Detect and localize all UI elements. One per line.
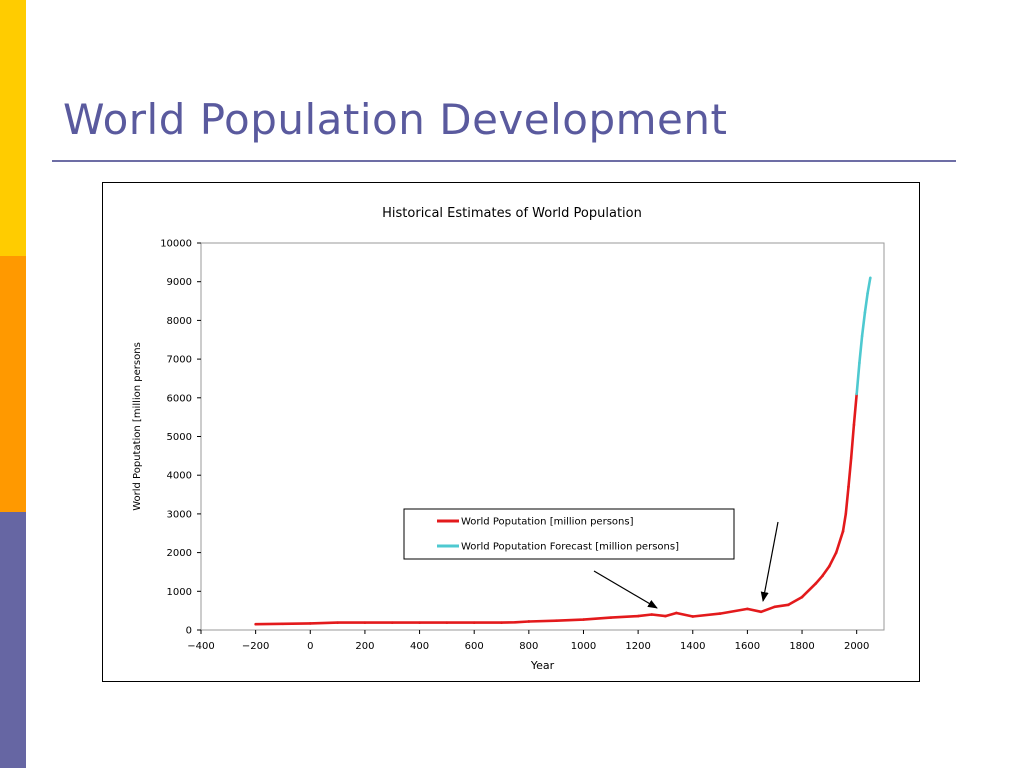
data-point <box>844 512 848 516</box>
data-point <box>773 605 777 609</box>
data-point <box>858 361 861 365</box>
data-point <box>869 276 872 280</box>
chart-frame: Historical Estimates of World Population… <box>102 182 920 682</box>
chart-title: Historical Estimates of World Population <box>382 206 642 221</box>
accent-bar-yellow <box>0 0 26 256</box>
y-tick-label: 7000 <box>167 355 192 366</box>
y-tick-label: 2000 <box>167 548 192 559</box>
data-point <box>787 603 790 607</box>
x-tick-label: 200 <box>355 641 374 652</box>
x-tick-label: −400 <box>187 641 214 652</box>
data-point <box>863 311 867 314</box>
x-tick-label: 0 <box>307 641 313 652</box>
y-tick-label: 10000 <box>160 239 192 250</box>
slide-title: World Population Development <box>63 95 728 144</box>
x-tick-label: 1800 <box>789 641 814 652</box>
data-point <box>800 595 804 599</box>
x-tick-label: 400 <box>410 641 429 652</box>
data-point <box>390 621 394 624</box>
data-point <box>609 616 613 619</box>
data-point <box>855 392 858 396</box>
x-axis-label: Year <box>530 659 555 672</box>
data-point <box>472 621 476 624</box>
data-point <box>718 612 722 615</box>
data-point <box>691 615 695 618</box>
x-tick-label: 2000 <box>844 641 869 652</box>
data-point <box>582 618 585 621</box>
data-point <box>254 622 257 626</box>
data-point <box>513 620 517 624</box>
y-tick-label: 1000 <box>167 587 192 598</box>
series-line-1 <box>255 393 858 626</box>
y-tick-label: 3000 <box>167 509 192 520</box>
data-point <box>554 619 558 623</box>
x-tick-label: 1400 <box>680 641 705 652</box>
x-tick-label: 1600 <box>735 641 760 652</box>
accent-bar-purple <box>0 512 26 768</box>
legend-label: World Poputation Forecast [million perso… <box>461 542 679 553</box>
data-point <box>828 564 831 568</box>
legend-box <box>403 508 735 560</box>
data-point <box>500 621 503 624</box>
y-tick-label: 6000 <box>167 393 192 404</box>
data-point <box>849 456 853 460</box>
plot-area <box>200 242 885 631</box>
data-point <box>814 582 817 585</box>
data-point <box>860 334 864 338</box>
x-tick-label: 1200 <box>625 641 650 652</box>
data-point <box>866 292 869 295</box>
annotation-arrow <box>593 570 658 609</box>
data-point <box>664 614 667 618</box>
x-tick-label: 600 <box>465 641 484 652</box>
population-chart: Historical Estimates of World Population… <box>132 206 885 672</box>
legend-label: World Poputation [million persons] <box>461 517 634 528</box>
data-point <box>834 551 838 554</box>
title-divider <box>52 160 956 162</box>
data-point <box>281 622 285 626</box>
y-tick-label: 0 <box>186 626 192 637</box>
data-point <box>746 607 749 611</box>
data-point <box>650 613 654 616</box>
y-tick-label: 8000 <box>167 316 192 327</box>
data-point <box>418 621 421 624</box>
y-axis-label: World Poputation [million persons <box>132 342 143 511</box>
accent-bar-orange <box>0 256 26 512</box>
data-point <box>841 530 845 533</box>
data-point <box>821 574 824 578</box>
data-point <box>445 621 449 624</box>
data-point <box>527 620 531 623</box>
data-point <box>336 621 339 624</box>
y-tick-label: 5000 <box>167 432 192 443</box>
data-point <box>759 610 763 614</box>
x-tick-label: −200 <box>242 641 269 652</box>
series-line-2 <box>855 277 872 395</box>
data-point <box>363 621 367 624</box>
data-point <box>847 485 850 489</box>
annotation-arrow <box>760 521 779 602</box>
y-tick-label: 9000 <box>167 277 192 288</box>
data-point <box>852 423 856 427</box>
data-point <box>636 614 640 618</box>
data-point <box>675 611 678 615</box>
y-tick-label: 4000 <box>167 471 192 482</box>
x-tick-label: 800 <box>519 641 538 652</box>
data-point <box>308 622 312 625</box>
x-tick-label: 1000 <box>571 641 596 652</box>
